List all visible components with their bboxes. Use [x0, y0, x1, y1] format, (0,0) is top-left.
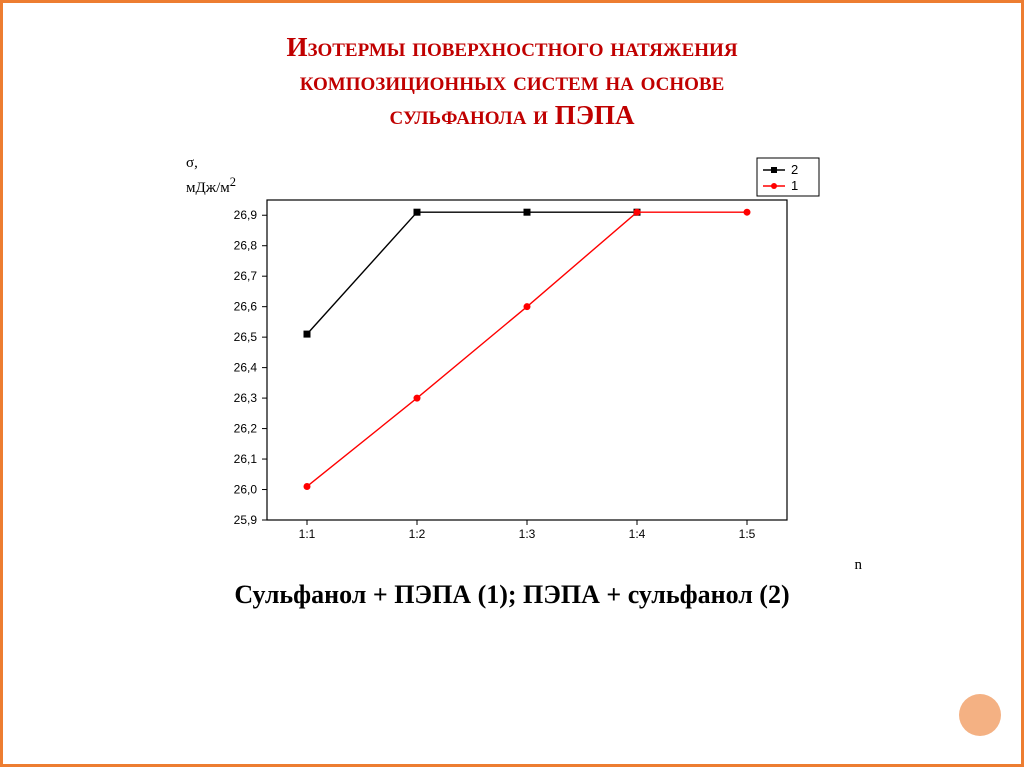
- slide-frame: Изотермы поверхностного натяжения композ…: [0, 0, 1024, 767]
- svg-text:26,5: 26,5: [234, 330, 258, 344]
- line-chart: 25,9 26,0 26,1 26,2 26,3 26,4 26,5 26,6 26,7 26,8…: [152, 152, 872, 572]
- title-line-2: композиционных систем на основе: [300, 66, 725, 96]
- x-axis-label: n: [855, 557, 863, 574]
- svg-text:26,3: 26,3: [234, 391, 258, 405]
- svg-text:25,9: 25,9: [234, 513, 258, 527]
- chart-caption: Сульфанол + ПЭПА (1); ПЭПА + сульфанол (…: [3, 580, 1021, 610]
- title-line-3: сульфанола и ПЭПА: [389, 100, 634, 130]
- svg-text:26,0: 26,0: [234, 483, 258, 497]
- svg-text:26,1: 26,1: [234, 452, 258, 466]
- title-line-1: Изотермы поверхностного натяжения: [286, 32, 737, 62]
- svg-text:26,4: 26,4: [234, 361, 258, 375]
- slide-title: Изотермы поверхностного натяжения композ…: [3, 3, 1021, 142]
- decorative-circle-icon: [959, 694, 1001, 736]
- svg-text:1:3: 1:3: [519, 527, 536, 541]
- svg-text:26,9: 26,9: [234, 208, 258, 222]
- svg-text:1:4: 1:4: [629, 527, 646, 541]
- svg-text:26,8: 26,8: [234, 239, 258, 253]
- y-axis-label: σ, мДж/м2: [186, 154, 236, 198]
- svg-text:1:5: 1:5: [739, 527, 756, 541]
- chart-container: σ, мДж/м2 25,9 26,0 26,1 26,2 26,3 26,4 26,5 26…: [152, 152, 872, 572]
- svg-text:1: 1: [791, 178, 798, 193]
- svg-text:1:1: 1:1: [299, 527, 316, 541]
- svg-text:2: 2: [791, 162, 798, 177]
- svg-text:26,7: 26,7: [234, 269, 258, 283]
- svg-text:1:2: 1:2: [409, 527, 426, 541]
- svg-text:26,2: 26,2: [234, 422, 258, 436]
- svg-text:26,6: 26,6: [234, 300, 258, 314]
